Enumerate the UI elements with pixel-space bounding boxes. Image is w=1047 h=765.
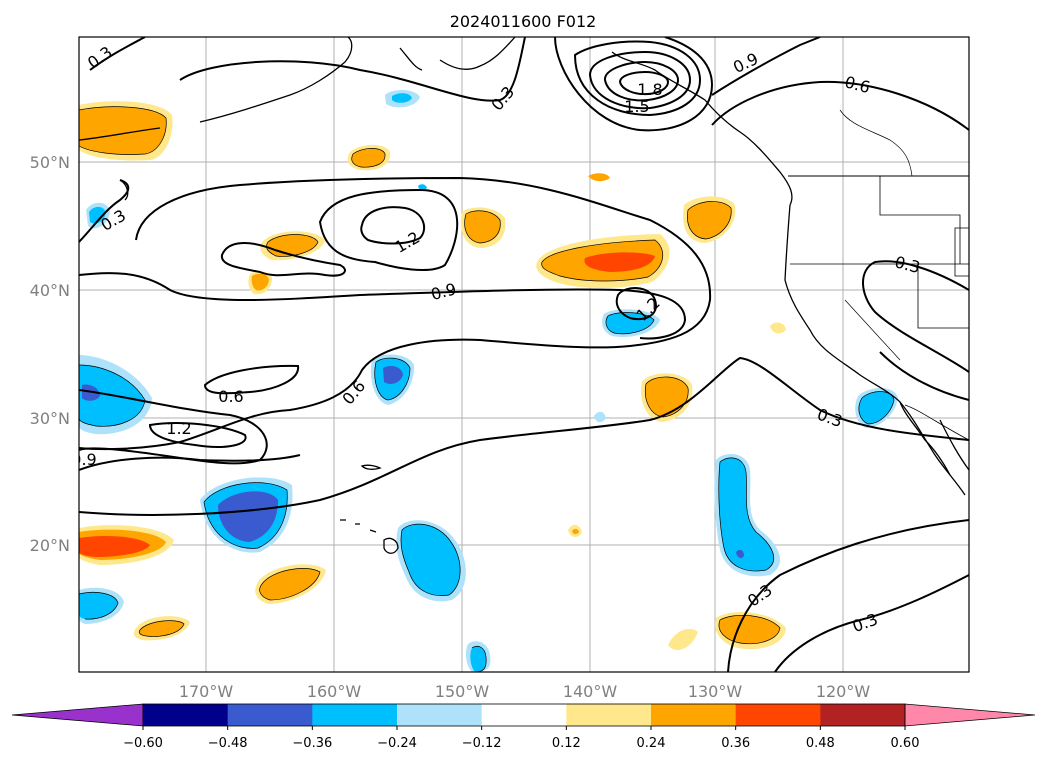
colorbar-segment [397, 704, 483, 726]
contour-label: 1.2 [166, 419, 191, 438]
map-frame [78, 36, 970, 673]
colorbar: −0.60 −0.48 −0.36 −0.24 −0.12 0.12 0.24 0.36 0.4… [11, 703, 1036, 751]
colorbar-tick-label: −0.12 [462, 736, 502, 751]
colorbar-tick-label: 0.60 [891, 736, 920, 751]
colorbar-tick-label: 0.24 [637, 736, 666, 751]
colorbar-tick-label: 0.36 [721, 736, 750, 751]
lon-label: 150°W [435, 682, 490, 701]
coastlines [79, 37, 969, 554]
lon-label: 120°W [816, 682, 871, 701]
longitude-labels: 170°W 160°W 150°W 140°W 130°W 120°W [179, 682, 871, 701]
colorbar-segment [312, 704, 398, 726]
gridlines [79, 37, 969, 672]
lat-label: 20°N [30, 536, 70, 555]
lon-label: 130°W [688, 682, 743, 701]
positive-anomaly-shading [79, 101, 786, 651]
colorbar-segment [820, 704, 906, 726]
colorbar-tick-label: 0.48 [806, 736, 835, 751]
contour-label: 1.8 [637, 80, 662, 99]
colorbar-segment [651, 704, 737, 726]
lon-label: 140°W [563, 682, 618, 701]
lat-label: 40°N [30, 281, 70, 300]
lon-label: 160°W [307, 682, 362, 701]
latitude-labels: 50°N 40°N 30°N 20°N [30, 153, 70, 555]
contour-lines [79, 37, 969, 672]
colorbar-arrow-min [11, 703, 144, 727]
colorbar-tick-label: 0.12 [552, 736, 581, 751]
colorbar-segment [143, 704, 229, 726]
colorbar-segment [566, 704, 652, 726]
map-title: 2024011600 F012 [450, 12, 597, 31]
contour-label: 1.5 [624, 97, 649, 116]
lat-label: 30°N [30, 409, 70, 428]
contour-label: 0.9 [71, 450, 96, 469]
colorbar-tick-label: −0.36 [292, 736, 332, 751]
colorbar-segment [735, 704, 821, 726]
colorbar-segment [481, 704, 567, 726]
map-area [79, 37, 969, 672]
lon-label: 170°W [179, 682, 234, 701]
contour-label: 0.6 [218, 387, 243, 406]
colorbar-segment [227, 704, 313, 726]
colorbar-tick-label: −0.24 [377, 736, 417, 751]
shading-outlines [79, 106, 895, 672]
lat-label: 50°N [30, 153, 70, 172]
colorbar-tick-label: −0.48 [208, 736, 248, 751]
colorbar-arrow-max [904, 703, 1036, 727]
colorbar-tick-label: −0.60 [123, 736, 163, 751]
colorbar-frame [142, 703, 906, 727]
